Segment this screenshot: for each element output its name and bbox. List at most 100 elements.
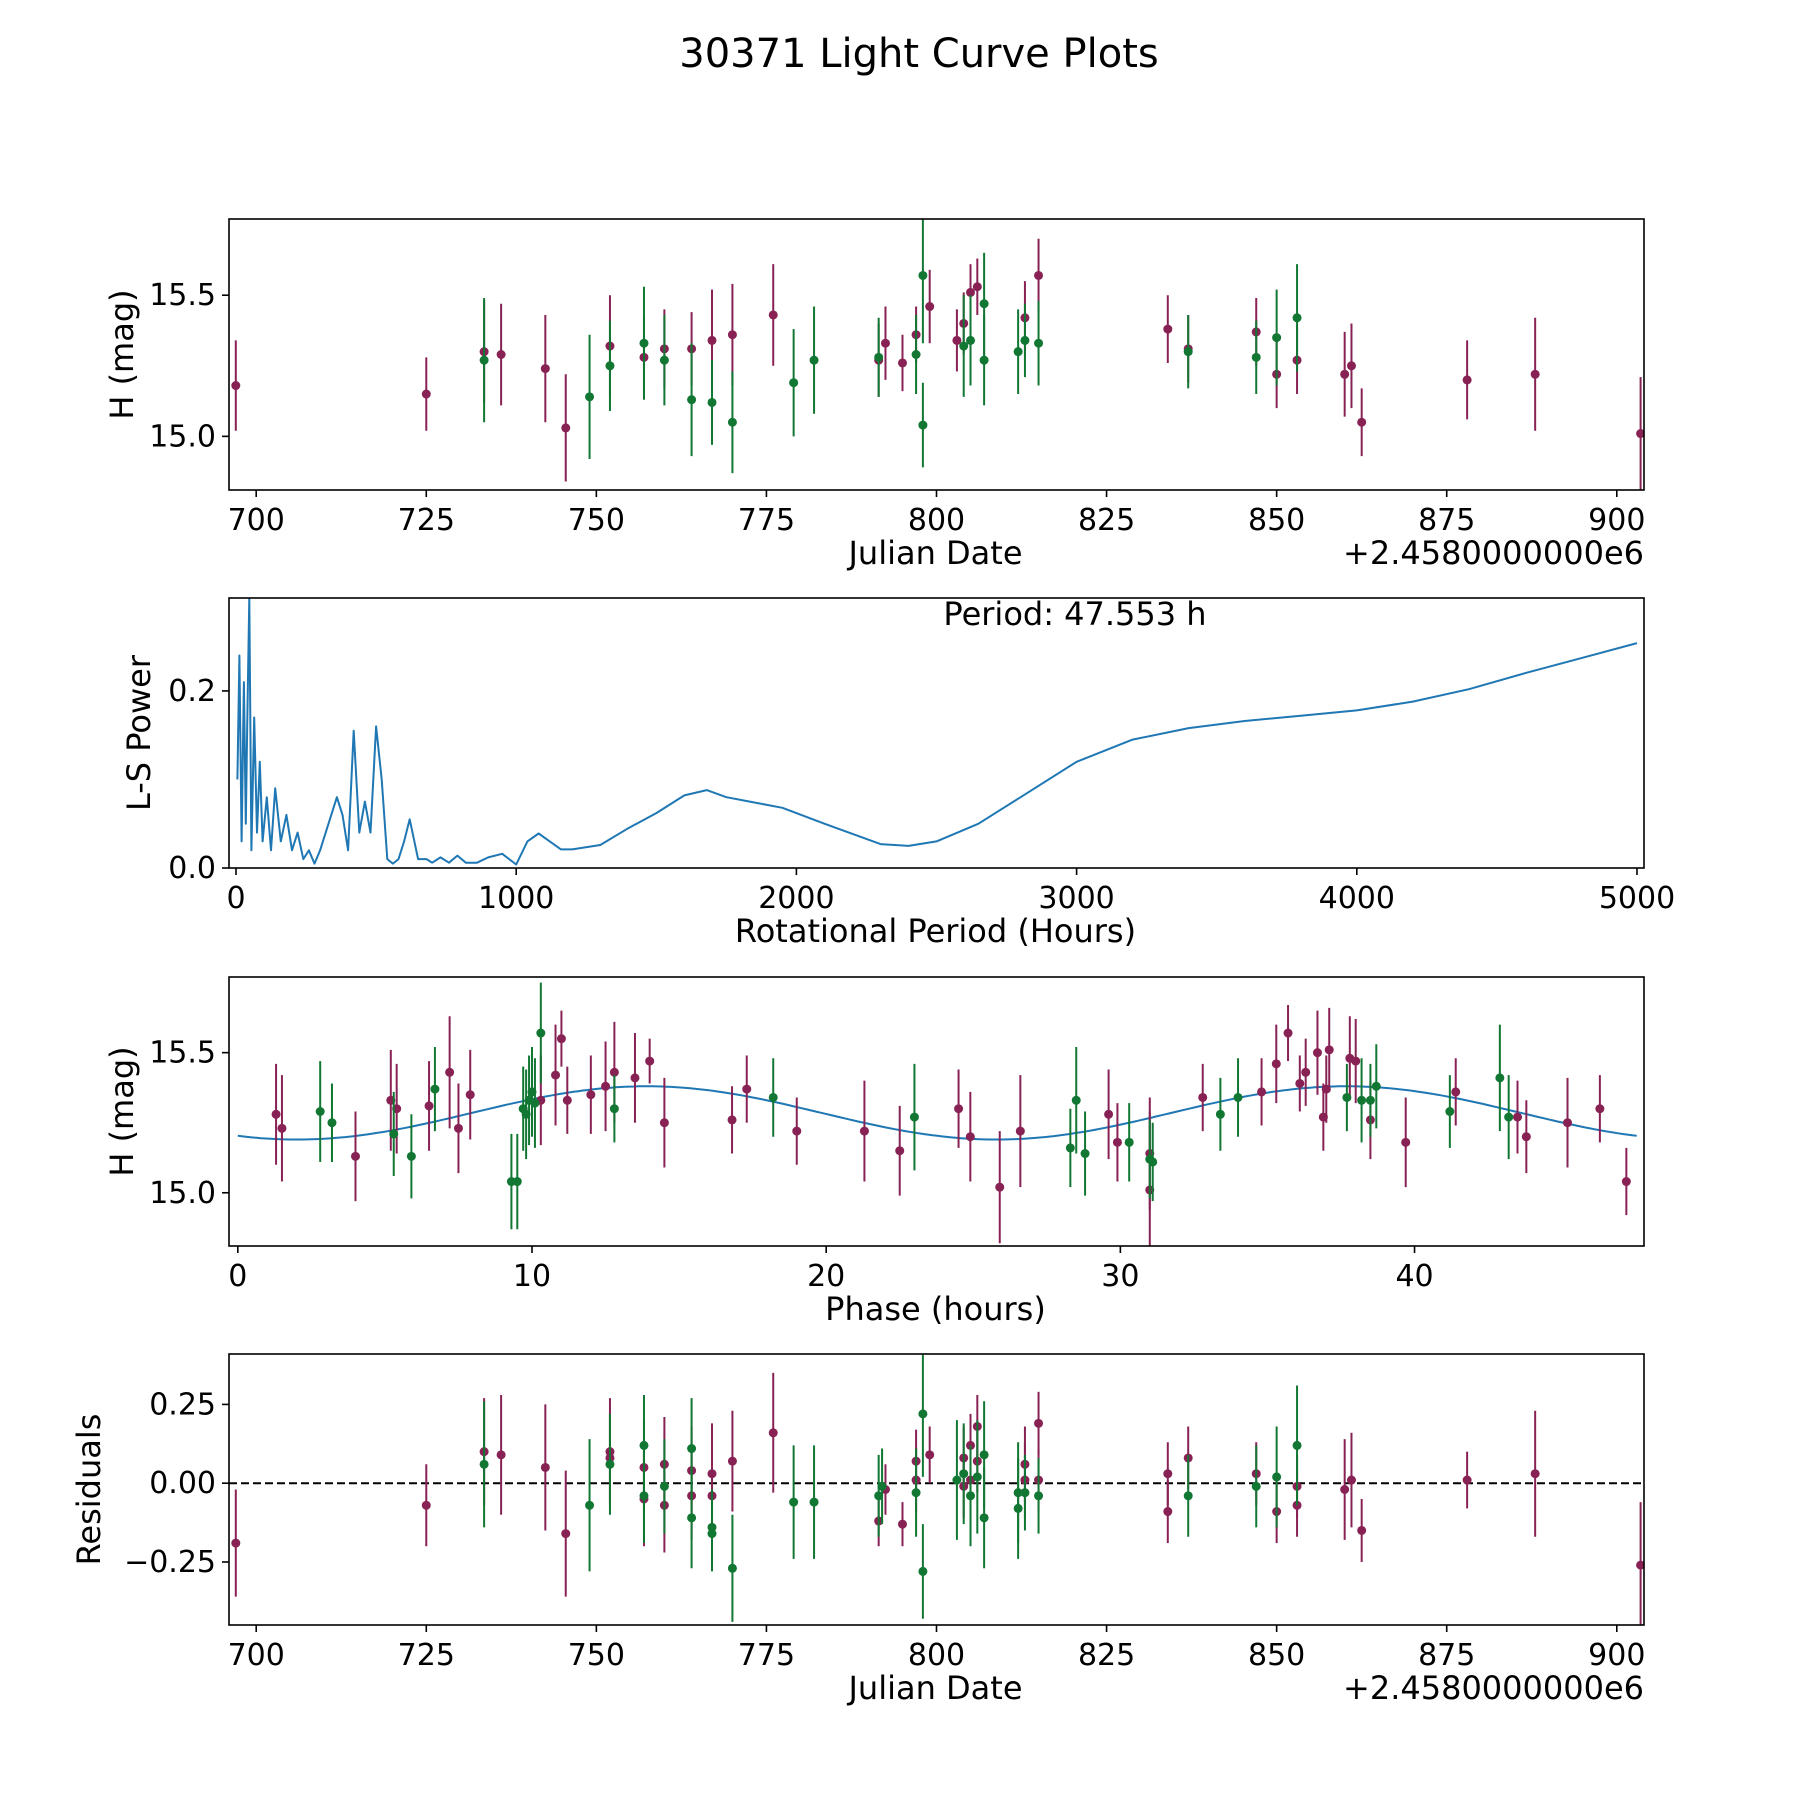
data-point-o: [952, 335, 962, 345]
data-point-g: [972, 1472, 982, 1482]
data-point-g: [727, 417, 737, 427]
data-point-o: [1283, 1028, 1293, 1038]
data-point-g: [687, 395, 697, 405]
data-point-o: [630, 1073, 640, 1083]
data-point-g: [1013, 1503, 1023, 1513]
x-axis-label: Rotational Period (Hours): [735, 912, 1136, 950]
data-point-g: [1020, 1488, 1030, 1498]
data-point-o: [1401, 1137, 1411, 1147]
data-point-o: [496, 350, 506, 359]
data-point-o: [231, 1538, 241, 1548]
x-tick-label: 20: [807, 1259, 845, 1294]
data-point-g: [585, 392, 595, 402]
data-point-o: [897, 358, 907, 368]
x-tick-label: 1000: [478, 881, 554, 916]
data-point-o: [727, 1456, 737, 1466]
data-point-g: [1272, 333, 1282, 343]
data-point-o: [1312, 1048, 1322, 1058]
data-point-g: [966, 1491, 976, 1501]
plot-area-phase: [237, 982, 1637, 1246]
data-point-o: [1636, 429, 1644, 439]
data-point-o: [1324, 1045, 1334, 1055]
data-point-g: [809, 1497, 819, 1507]
axes-frame: [228, 976, 1645, 1247]
x-tick-label: 800: [908, 1638, 965, 1673]
data-point-g: [1124, 1137, 1134, 1147]
data-point-o: [1295, 1078, 1305, 1088]
data-point-o: [551, 1070, 561, 1080]
y-tick-label: 0.25: [149, 1387, 216, 1422]
y-axis-label: H (mag): [103, 1046, 141, 1176]
panel-resid: 700 725 750 775 800 825 850 875 900 −0.25 0.00 0.25…: [70, 1353, 1645, 1707]
data-point-o: [465, 1090, 475, 1100]
data-point-g: [911, 350, 921, 359]
y-tick-label: 15.5: [149, 1036, 216, 1071]
data-point-o: [445, 1067, 455, 1077]
data-point-o: [1451, 1087, 1461, 1097]
data-point-o: [1163, 1469, 1173, 1479]
figure-title: 30371 Light Curve Plots: [679, 31, 1158, 77]
data-point-g: [406, 1151, 416, 1161]
data-point-g: [874, 352, 884, 362]
data-point-g: [327, 1118, 337, 1128]
data-point-g: [530, 1098, 540, 1108]
data-point-g: [1504, 1112, 1514, 1122]
data-point-g: [707, 1529, 717, 1539]
data-point-o: [1462, 375, 1472, 385]
data-point-o: [1563, 1118, 1573, 1128]
data-point-g: [1357, 1095, 1367, 1105]
data-point-o: [659, 1118, 669, 1128]
data-point-g: [315, 1107, 325, 1116]
data-point-g: [1292, 1440, 1302, 1450]
data-point-g: [1080, 1149, 1090, 1159]
plot-area-lc: [231, 219, 1644, 490]
data-point-o: [1357, 417, 1367, 427]
x-tick-label: 3000: [1038, 881, 1114, 916]
period-annotation: Period: 47.553 h: [943, 595, 1206, 633]
data-point-o: [727, 1115, 737, 1125]
data-point-g: [639, 1440, 649, 1450]
x-axis-label: Julian Date: [846, 1669, 1022, 1707]
data-point-o: [1034, 270, 1044, 280]
data-point-g: [687, 1444, 697, 1454]
data-point-o: [859, 1126, 869, 1136]
data-point-g: [979, 1513, 989, 1523]
data-point-o: [1340, 1485, 1350, 1494]
data-point-o: [645, 1056, 655, 1066]
x-tick-label: 800: [908, 503, 965, 538]
axes-frame: [228, 597, 1645, 869]
data-point-g: [1495, 1073, 1505, 1083]
x-tick-label: 0: [228, 1259, 247, 1294]
data-point-g: [966, 335, 976, 345]
x-tick-label: 850: [1248, 503, 1305, 538]
x-tick-label: 900: [1588, 503, 1645, 538]
x-axis-label: Julian Date: [846, 534, 1022, 572]
data-point-o: [768, 1428, 778, 1438]
data-point-g: [959, 1469, 969, 1479]
data-point-g: [979, 1450, 989, 1460]
y-tick-label: 15.0: [149, 419, 216, 454]
x-offset-label: +2.4580000000e6: [1343, 1669, 1644, 1707]
data-point-g: [918, 1409, 928, 1419]
x-tick-label: 900: [1588, 1638, 1645, 1673]
data-point-o: [1595, 1104, 1605, 1114]
x-tick-label: 725: [398, 503, 455, 538]
panel-phase: 0 10 20 30 40 15.0 15.5 Phase (hours) H (mag): [103, 976, 1645, 1328]
data-point-g: [1013, 347, 1023, 357]
plot-area-resid: [229, 1354, 1644, 1625]
x-axis-label: Phase (hours): [825, 1290, 1046, 1328]
x-tick-label: 825: [1078, 503, 1135, 538]
data-point-g: [789, 378, 799, 388]
data-point-g: [1365, 1095, 1375, 1105]
data-point-g: [768, 1092, 778, 1102]
data-point-o: [1636, 1560, 1644, 1570]
plot-area-ls: [236, 598, 1638, 866]
data-point-o: [424, 1101, 434, 1111]
data-point-g: [1272, 1472, 1282, 1482]
x-tick-label: 30: [1101, 1259, 1139, 1294]
data-point-o: [1163, 1507, 1173, 1517]
panel-lc: 700 725 750 775 800 825 850 875 900 15.0 15.5 Julia…: [103, 218, 1645, 572]
x-tick-label: 875: [1418, 503, 1475, 538]
x-tick-label: 875: [1418, 1638, 1475, 1673]
data-point-o: [561, 1529, 571, 1539]
